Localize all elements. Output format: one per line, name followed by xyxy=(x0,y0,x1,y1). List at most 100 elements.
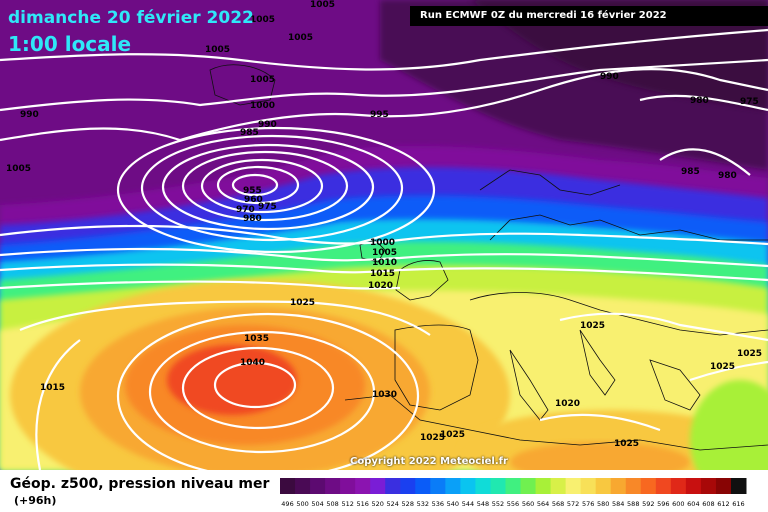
scale-label: 608 xyxy=(702,500,714,508)
scale-swatch xyxy=(565,478,582,494)
scale-label: 508 xyxy=(326,500,338,508)
scale-swatch xyxy=(535,478,552,494)
scale-swatch xyxy=(400,478,416,494)
scale-swatch xyxy=(595,478,612,494)
scale-label: 540 xyxy=(447,500,459,508)
isobar-label: 1005 xyxy=(372,248,397,258)
scale-swatch xyxy=(625,478,642,494)
scale-label: 516 xyxy=(356,500,368,508)
scale-swatch xyxy=(670,478,687,494)
scale-label: 548 xyxy=(477,500,489,508)
copyright-text: Copyright 2022 Meteociel.fr xyxy=(350,456,508,467)
isobar-label: 980 xyxy=(243,214,262,224)
scale-swatch xyxy=(490,478,506,494)
scale-swatch xyxy=(355,478,371,494)
isobar-label: 1025 xyxy=(580,321,605,331)
isobar-label: 1040 xyxy=(240,358,265,368)
scale-label: 564 xyxy=(537,500,549,508)
band-deep-purple-core xyxy=(470,0,768,110)
isobar-label: 1025 xyxy=(710,362,735,372)
isobar-label: 1005 xyxy=(250,15,275,25)
isobar-label: 1015 xyxy=(370,269,395,279)
scale-label: 496 xyxy=(281,500,293,508)
forecast-time: 1:00 locale xyxy=(8,32,132,56)
isobar-label: 1025 xyxy=(614,439,639,449)
isobar-label: 1005 xyxy=(205,45,230,55)
scale-swatch xyxy=(385,478,401,494)
scale-label: 544 xyxy=(462,500,474,508)
scale-label: 572 xyxy=(567,500,579,508)
scale-swatch xyxy=(460,478,476,494)
isobar-label: 1015 xyxy=(40,383,65,393)
isobar-label: 1005 xyxy=(250,75,275,85)
scale-label: 592 xyxy=(642,500,654,508)
legend-footer: Géop. z500, pression niveau mer (+96h) 4… xyxy=(0,470,768,512)
scale-swatch xyxy=(715,478,732,494)
legend-subtitle: (+96h) xyxy=(14,494,57,507)
scale-label: 616 xyxy=(732,500,744,508)
color-scale: 496 500 504 508 512 516 520 524 528 532 536 540 544 5… xyxy=(280,478,747,508)
band-south-dark-orange xyxy=(510,442,690,470)
model-run-label: Run ECMWF 0Z du mercredi 16 février 2022 xyxy=(410,6,768,26)
isobar-label: 1005 xyxy=(310,0,335,10)
scale-swatch xyxy=(445,478,461,494)
isobar-label: 1000 xyxy=(370,238,395,248)
scale-label: 512 xyxy=(341,500,353,508)
scale-swatch xyxy=(520,478,537,494)
scale-label: 588 xyxy=(627,500,639,508)
scale-swatch xyxy=(685,478,702,494)
isobar-label: 1025 xyxy=(290,298,315,308)
scale-swatch xyxy=(475,478,491,494)
isobar-label: 975 xyxy=(740,97,759,107)
scale-swatch xyxy=(640,478,657,494)
forecast-date: dimanche 20 février 2022 xyxy=(8,8,254,28)
scale-label: 552 xyxy=(492,500,504,508)
isobar-label: 1030 xyxy=(372,390,397,400)
isobar-label: 960 xyxy=(244,195,263,205)
scale-swatch xyxy=(700,478,717,494)
scale-label: 532 xyxy=(417,500,429,508)
isobar-label: 970 xyxy=(236,205,255,215)
band-east-green xyxy=(690,380,768,470)
isobar-label: 995 xyxy=(370,110,389,120)
scale-swatch xyxy=(655,478,672,494)
scale-label: 528 xyxy=(402,500,414,508)
coastlines xyxy=(209,64,768,451)
isobar-labels: 1005 1005 1005 1005 1005 1000 995 990 99… xyxy=(6,0,762,449)
scale-swatch xyxy=(310,478,326,494)
isobar-label: 1010 xyxy=(372,258,397,268)
scale-label: 504 xyxy=(311,500,323,508)
isobar-label: 985 xyxy=(681,167,700,177)
geopotential-map: 1005 1005 1005 1005 1005 1000 995 990 99… xyxy=(0,0,768,470)
isobar-label: 1025 xyxy=(737,349,762,359)
isobar-label: 980 xyxy=(690,96,709,106)
scale-label: 580 xyxy=(597,500,609,508)
scale-swatch xyxy=(325,478,341,494)
scale-label: 520 xyxy=(371,500,383,508)
scale-swatch xyxy=(280,478,296,494)
scale-swatch xyxy=(730,478,747,494)
band-red-core xyxy=(167,345,297,415)
scale-swatch xyxy=(580,478,597,494)
isobar-label: 1005 xyxy=(6,164,31,174)
scale-label: 568 xyxy=(552,500,564,508)
isobar-label: 980 xyxy=(718,171,737,181)
scale-swatch xyxy=(610,478,627,494)
legend-title: Géop. z500, pression niveau mer xyxy=(10,476,270,492)
isobar-label: 990 xyxy=(600,72,619,82)
scale-swatch xyxy=(340,478,356,494)
scale-label: 524 xyxy=(387,500,399,508)
scale-swatch xyxy=(430,478,446,494)
scale-label: 536 xyxy=(432,500,444,508)
scale-label: 500 xyxy=(296,500,308,508)
scale-swatch xyxy=(295,478,311,494)
isobar-label: 985 xyxy=(240,128,259,138)
scale-label: 576 xyxy=(582,500,594,508)
scale-label: 600 xyxy=(672,500,684,508)
scale-label: 584 xyxy=(612,500,624,508)
scale-label: 612 xyxy=(717,500,729,508)
isobar-label: 990 xyxy=(258,120,277,130)
scale-swatch xyxy=(415,478,431,494)
scale-label: 604 xyxy=(687,500,699,508)
